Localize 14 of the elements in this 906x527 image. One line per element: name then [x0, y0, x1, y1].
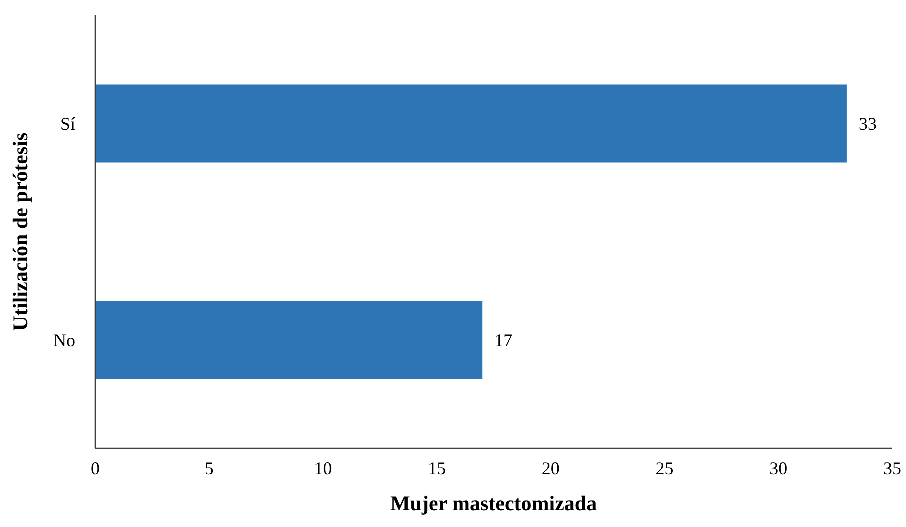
- x-tick-label: 20: [542, 458, 560, 478]
- data-label: 33: [858, 114, 877, 134]
- x-tick-label: 30: [770, 458, 788, 478]
- x-axis-title: Mujer mastectomizada: [390, 492, 598, 516]
- x-tick-label: 25: [656, 458, 674, 478]
- x-tick-label: 35: [884, 458, 902, 478]
- x-tick-label: 15: [428, 458, 446, 478]
- y-tick-label: No: [54, 330, 76, 350]
- x-tick-label: 5: [204, 458, 214, 478]
- data-label: 17: [494, 330, 513, 350]
- x-tick-label: 10: [314, 458, 332, 478]
- y-tick-label: Sí: [60, 114, 76, 134]
- y-axis-title: Utilización de prótesis: [8, 132, 32, 332]
- x-tick-label: 0: [91, 458, 100, 478]
